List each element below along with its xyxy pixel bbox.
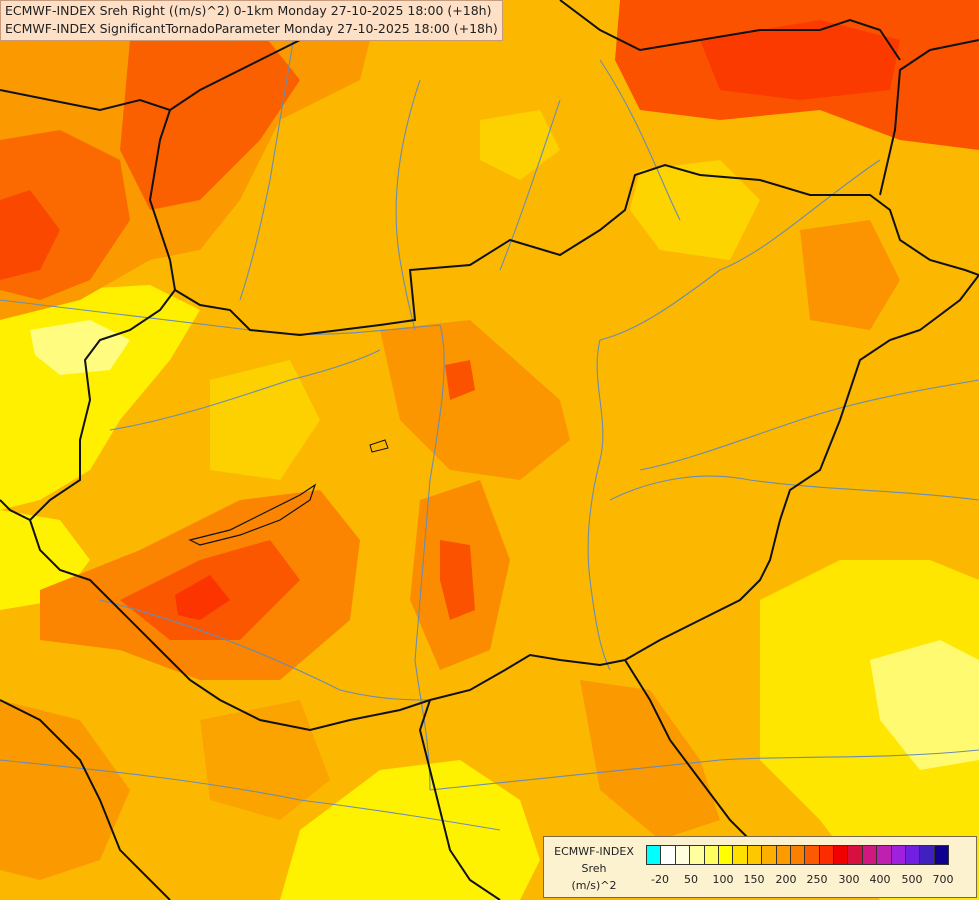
legend-swatch bbox=[833, 845, 849, 865]
field-orange-east bbox=[800, 220, 900, 330]
river-danube-south bbox=[429, 749, 979, 791]
color-legend: ECMWF-INDEX Sreh (m/s)^2 -20 50 100 150 200 2… bbox=[543, 836, 977, 898]
legend-tick-label: 200 bbox=[775, 873, 797, 886]
border-poland-sk bbox=[559, 0, 901, 61]
river-raab bbox=[109, 349, 381, 431]
legend-tick-label: 500 bbox=[901, 873, 923, 886]
legend-swatch bbox=[861, 845, 878, 865]
field-orange-center bbox=[380, 320, 570, 480]
field-redder-nw bbox=[0, 190, 60, 280]
map-title-box: ECMWF-INDEX Sreh Right ((m/s)^2) 0-1km M… bbox=[0, 0, 503, 41]
field-orange-south2 bbox=[200, 700, 330, 820]
legend-swatch bbox=[746, 845, 763, 865]
title-line-1: ECMWF-INDEX Sreh Right ((m/s)^2) 0-1km M… bbox=[5, 3, 492, 18]
legend-swatch bbox=[646, 845, 662, 865]
legend-swatch bbox=[876, 845, 892, 865]
field-red-center2 bbox=[445, 360, 475, 400]
legend-tick-label: 700 bbox=[932, 873, 954, 886]
legend-ticks: -20 50 100 150 200 250 300 400 500 700 bbox=[646, 873, 971, 889]
river-vah bbox=[395, 79, 421, 331]
legend-swatches bbox=[646, 845, 950, 865]
field-yellow-south bbox=[280, 760, 540, 900]
lake-small bbox=[369, 439, 389, 453]
legend-tick-label: 100 bbox=[712, 873, 734, 886]
legend-swatch bbox=[933, 845, 950, 865]
legend-swatch bbox=[789, 845, 806, 865]
legend-tick-label: 50 bbox=[684, 873, 698, 886]
field-yellow-west-light bbox=[30, 320, 130, 375]
legend-title: ECMWF-INDEX bbox=[554, 845, 634, 858]
field-yellow-north bbox=[480, 110, 560, 180]
legend-swatch bbox=[732, 845, 748, 865]
legend-swatch bbox=[919, 845, 935, 865]
border-ukraine bbox=[879, 39, 979, 196]
river-mures bbox=[609, 475, 979, 501]
title-line-2: ECMWF-INDEX SignificantTornadoParameter … bbox=[5, 21, 498, 36]
legend-tick-label: 400 bbox=[869, 873, 891, 886]
border-austria bbox=[0, 499, 31, 521]
field-red-center bbox=[440, 540, 475, 620]
legend-swatch bbox=[775, 845, 791, 865]
border-croatia-slo bbox=[0, 699, 171, 900]
legend-swatch bbox=[905, 845, 921, 865]
field-orange-sw2 bbox=[0, 700, 130, 880]
river-danube bbox=[0, 299, 445, 791]
border-croatia-serbia bbox=[418, 699, 501, 900]
river-hron bbox=[499, 99, 561, 271]
river-tisza bbox=[587, 159, 881, 671]
river-sava bbox=[0, 759, 501, 831]
river-north-ne bbox=[599, 59, 681, 221]
legend-swatch bbox=[890, 845, 907, 865]
field-yellow-ne bbox=[630, 160, 760, 260]
legend-unit: (m/s)^2 bbox=[571, 879, 617, 892]
border-romania-serbia bbox=[624, 659, 751, 841]
legend-swatch bbox=[660, 845, 676, 865]
field-redder-ne bbox=[700, 20, 900, 100]
legend-tick-label: 300 bbox=[838, 873, 860, 886]
river-koros bbox=[639, 379, 979, 471]
legend-swatch bbox=[847, 845, 863, 865]
legend-swatch bbox=[703, 845, 719, 865]
legend-tick-label: 150 bbox=[743, 873, 765, 886]
legend-tick-label: -20 bbox=[651, 873, 669, 886]
river-drava bbox=[99, 599, 431, 701]
legend-tick-label: 250 bbox=[806, 873, 828, 886]
field-redder-sw bbox=[175, 575, 230, 620]
legend-swatch bbox=[717, 845, 734, 865]
field-red-north bbox=[120, 30, 300, 210]
river-morava bbox=[239, 0, 301, 301]
rivers bbox=[0, 0, 979, 831]
lake-balaton bbox=[188, 483, 317, 546]
legend-swatch bbox=[818, 845, 835, 865]
legend-swatch bbox=[761, 845, 777, 865]
field-yellow-se-light bbox=[870, 640, 979, 770]
border-hungary bbox=[28, 163, 979, 732]
legend-variable: Sreh bbox=[581, 862, 607, 875]
legend-swatch bbox=[674, 845, 691, 865]
field-yellow-west2 bbox=[210, 360, 320, 480]
field-orange-south bbox=[580, 680, 720, 840]
legend-swatch bbox=[804, 845, 820, 865]
legend-swatch bbox=[689, 845, 705, 865]
